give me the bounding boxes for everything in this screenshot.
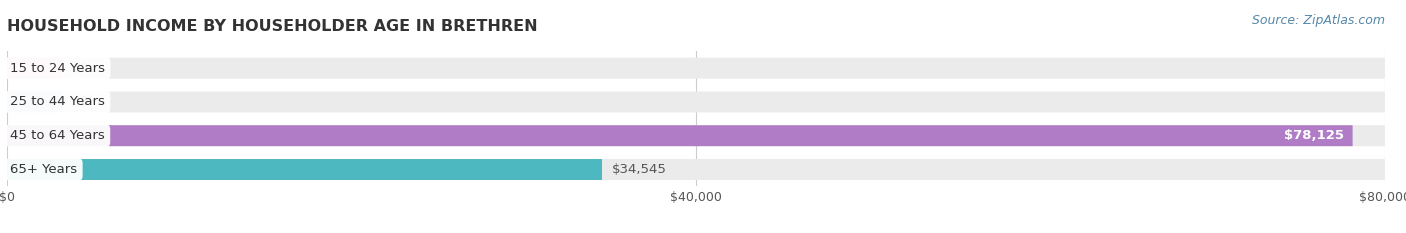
Text: $0: $0 [73, 96, 90, 108]
Text: $0: $0 [73, 62, 90, 75]
Text: 25 to 44 Years: 25 to 44 Years [10, 96, 105, 108]
FancyBboxPatch shape [7, 159, 602, 180]
Text: HOUSEHOLD INCOME BY HOUSEHOLDER AGE IN BRETHREN: HOUSEHOLD INCOME BY HOUSEHOLDER AGE IN B… [7, 19, 537, 34]
Text: Source: ZipAtlas.com: Source: ZipAtlas.com [1251, 14, 1385, 27]
Text: $34,545: $34,545 [613, 163, 668, 176]
FancyBboxPatch shape [7, 58, 62, 79]
FancyBboxPatch shape [7, 125, 1353, 146]
FancyBboxPatch shape [7, 92, 62, 112]
Text: $78,125: $78,125 [1284, 129, 1344, 142]
FancyBboxPatch shape [7, 125, 1385, 146]
FancyBboxPatch shape [7, 92, 1385, 112]
Text: 45 to 64 Years: 45 to 64 Years [10, 129, 105, 142]
FancyBboxPatch shape [7, 159, 1385, 180]
Text: 65+ Years: 65+ Years [10, 163, 77, 176]
Text: 15 to 24 Years: 15 to 24 Years [10, 62, 105, 75]
FancyBboxPatch shape [7, 58, 1385, 79]
